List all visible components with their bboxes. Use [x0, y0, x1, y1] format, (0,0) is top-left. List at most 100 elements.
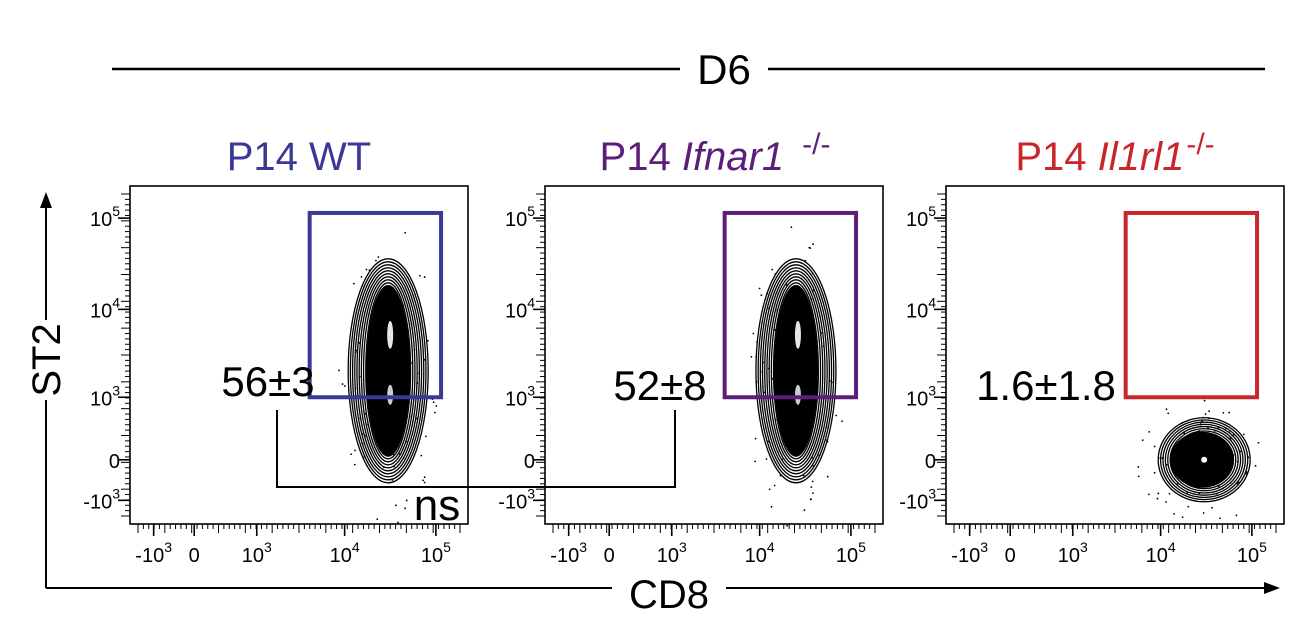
plot-frame — [544, 185, 884, 525]
panel-title-prefix: P14 — [1015, 135, 1097, 179]
y-tick-base: 0 — [524, 451, 535, 473]
contour-core — [773, 284, 818, 457]
x-tick-label: -103 — [550, 539, 587, 567]
event-dot — [404, 507, 407, 510]
contour-line — [365, 282, 412, 460]
x-tick-exp: 3 — [980, 539, 988, 555]
panel-title-prefix: P14 — [227, 135, 309, 179]
contour-line — [360, 276, 416, 466]
y-tick-exp: 4 — [928, 294, 936, 310]
x-tick-label: 105 — [1237, 539, 1267, 567]
y-axis-arrow: ST2 — [25, 192, 69, 588]
contour-line — [766, 273, 826, 469]
y-tick-label: 103 — [906, 382, 936, 410]
event-dot — [786, 524, 789, 527]
panel-title-prefix: P14 — [600, 135, 682, 179]
event-dot — [418, 274, 421, 277]
significance-label: ns — [414, 481, 460, 530]
y-tick-exp: 3 — [112, 382, 120, 398]
event-dot — [422, 479, 425, 482]
y-axis-label: ST2 — [25, 323, 69, 396]
y-tick-exp: 5 — [928, 203, 936, 219]
x-tick-label: 104 — [745, 539, 775, 567]
event-dot — [758, 287, 761, 290]
x-axis-arrow-head — [1264, 582, 1280, 594]
event-dot — [423, 276, 426, 278]
contour-line — [761, 267, 830, 475]
event-dot — [1257, 441, 1260, 444]
contour-line — [362, 279, 414, 463]
y-tick-base: 10 — [505, 388, 527, 410]
y-tick-label: 103 — [90, 382, 120, 410]
contour-line — [757, 261, 835, 481]
y-tick-label: 104 — [906, 294, 936, 322]
x-tick-label: 0 — [1005, 545, 1016, 567]
panel-title: P14 Ifnar1 -/- — [600, 128, 831, 179]
panel-title: P14 WT — [227, 135, 371, 179]
cell-population — [338, 231, 438, 524]
y-tick-label: 104 — [90, 294, 120, 322]
gate-percentage: 52±8 — [613, 362, 706, 409]
event-dot — [343, 385, 346, 387]
x-tick-base: 10 — [1237, 545, 1259, 567]
event-dot — [1222, 412, 1225, 414]
contour-line — [1167, 425, 1242, 494]
y-tick-base: -10 — [498, 491, 527, 513]
x-tick-label: 103 — [242, 539, 272, 567]
contour-line — [1162, 421, 1247, 499]
event-dot — [826, 475, 829, 478]
x-tick-exp: 4 — [767, 539, 775, 555]
contour-line — [356, 270, 421, 472]
x-tick-label: 104 — [330, 539, 360, 567]
event-dot — [423, 476, 426, 479]
event-dot — [424, 435, 427, 438]
x-tick-base: -10 — [550, 545, 579, 567]
flow-panel-3: P14 Il1rl1-/--103-1030010310310410410510… — [899, 128, 1285, 567]
contour-line — [349, 261, 427, 481]
x-tick-exp: 3 — [264, 539, 272, 555]
event-dot — [812, 492, 814, 494]
x-tick-label: 103 — [1058, 539, 1088, 567]
x-tick-label: 105 — [836, 539, 866, 567]
event-dot — [1156, 497, 1159, 500]
event-dot — [376, 518, 379, 521]
event-dot — [770, 505, 773, 508]
significance-bracket: ns — [276, 410, 676, 530]
y-tick-base: -10 — [899, 491, 928, 513]
y-tick-exp: 4 — [527, 294, 535, 310]
x-tick-label: 105 — [421, 539, 451, 567]
cell-population — [750, 226, 844, 527]
event-dot — [754, 437, 757, 440]
contour-highlight — [387, 320, 394, 349]
y-tick-base: 0 — [925, 451, 936, 473]
event-dot — [423, 481, 426, 484]
y-tick-exp: 3 — [112, 485, 120, 501]
contour-line — [759, 264, 833, 478]
event-dot — [835, 414, 838, 417]
y-tick-label: 103 — [505, 382, 535, 410]
event-dot — [397, 521, 399, 524]
event-dot — [750, 355, 753, 358]
y-tick-label: 105 — [906, 203, 936, 231]
event-dot — [420, 454, 423, 457]
contour-line — [764, 270, 828, 472]
y-tick-base: 10 — [505, 300, 527, 322]
y-tick-exp: 3 — [527, 485, 535, 501]
contour-line — [347, 258, 429, 484]
x-tick-base: 10 — [1058, 545, 1080, 567]
y-tick-base: 10 — [90, 300, 112, 322]
contour-line — [770, 279, 822, 463]
event-dot — [353, 463, 356, 466]
event-dot — [405, 499, 408, 502]
y-tick-label: 0 — [109, 451, 120, 473]
event-dot — [341, 383, 344, 385]
event-dot — [375, 259, 377, 262]
x-tick-base: 10 — [657, 545, 679, 567]
x-tick-label: 103 — [657, 539, 687, 567]
event-dot — [352, 282, 355, 285]
x-tick-base: 10 — [421, 545, 443, 567]
x-tick-exp: 5 — [443, 539, 451, 555]
x-tick-label: 0 — [604, 545, 615, 567]
